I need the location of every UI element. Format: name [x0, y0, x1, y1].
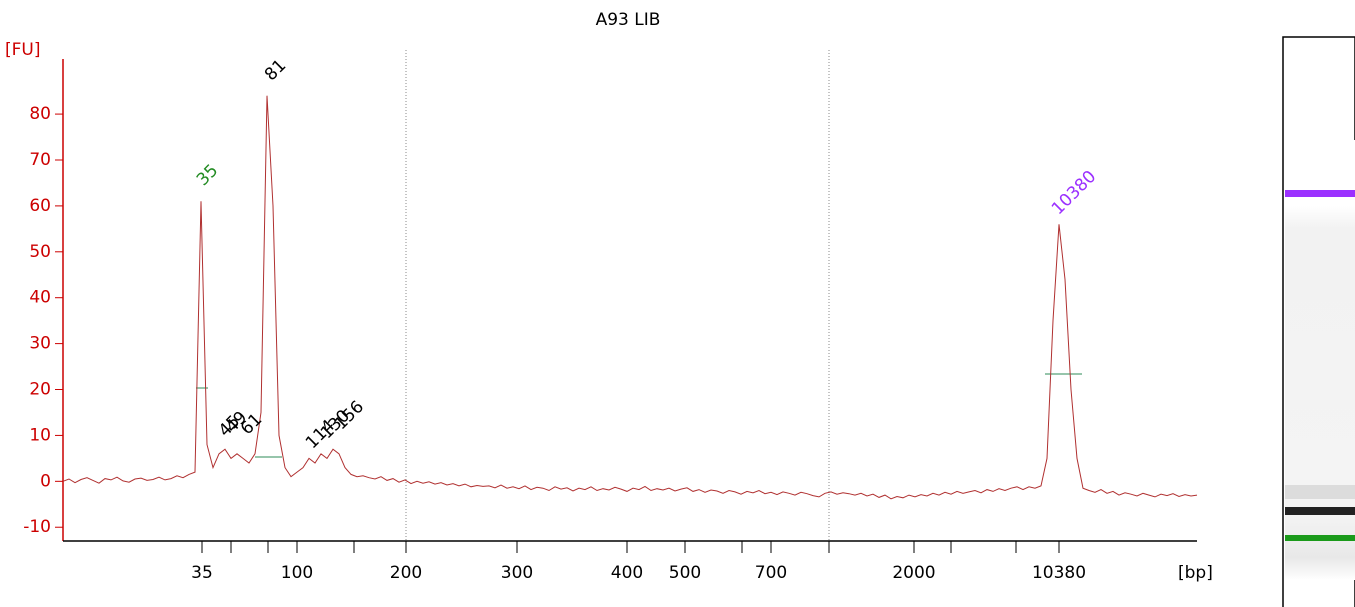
y-tick-label: 70 [29, 150, 51, 170]
y-tick-label: 10 [29, 425, 51, 445]
minor-ticks [230, 541, 1017, 553]
peak-label: 10380 [1048, 167, 1100, 219]
x-tick-label: 2000 [892, 563, 935, 583]
peak-label: 35 [193, 161, 222, 190]
x-axis-label: [bp] [1178, 563, 1213, 583]
x-tick-label: 10380 [1032, 563, 1086, 583]
x-tick-label: 700 [755, 563, 787, 583]
y-tick-label: 40 [29, 288, 51, 308]
chart-title: A93 LIB [596, 10, 661, 30]
y-tick-label: 0 [40, 471, 51, 491]
x-tick-label: 35 [191, 563, 213, 583]
x-tick-label: 100 [281, 563, 313, 583]
x-tick-label: 500 [669, 563, 701, 583]
y-tick-label: 30 [29, 334, 51, 354]
y-tick-label: 20 [29, 380, 51, 400]
y-axis-label: [FU] [5, 40, 41, 60]
x-tick-label: 400 [611, 563, 643, 583]
x-tick-label: 300 [501, 563, 533, 583]
x-tick-label: 200 [390, 563, 422, 583]
y-tick-label: -10 [23, 517, 51, 537]
gel-lane [1282, 36, 1355, 607]
peak-markers [196, 373, 1082, 458]
y-tick-label: 60 [29, 196, 51, 216]
y-tick-label: 80 [29, 104, 51, 124]
trace [62, 95, 1198, 500]
peak-label: 81 [261, 56, 290, 85]
y-tick-label: 50 [29, 242, 51, 262]
